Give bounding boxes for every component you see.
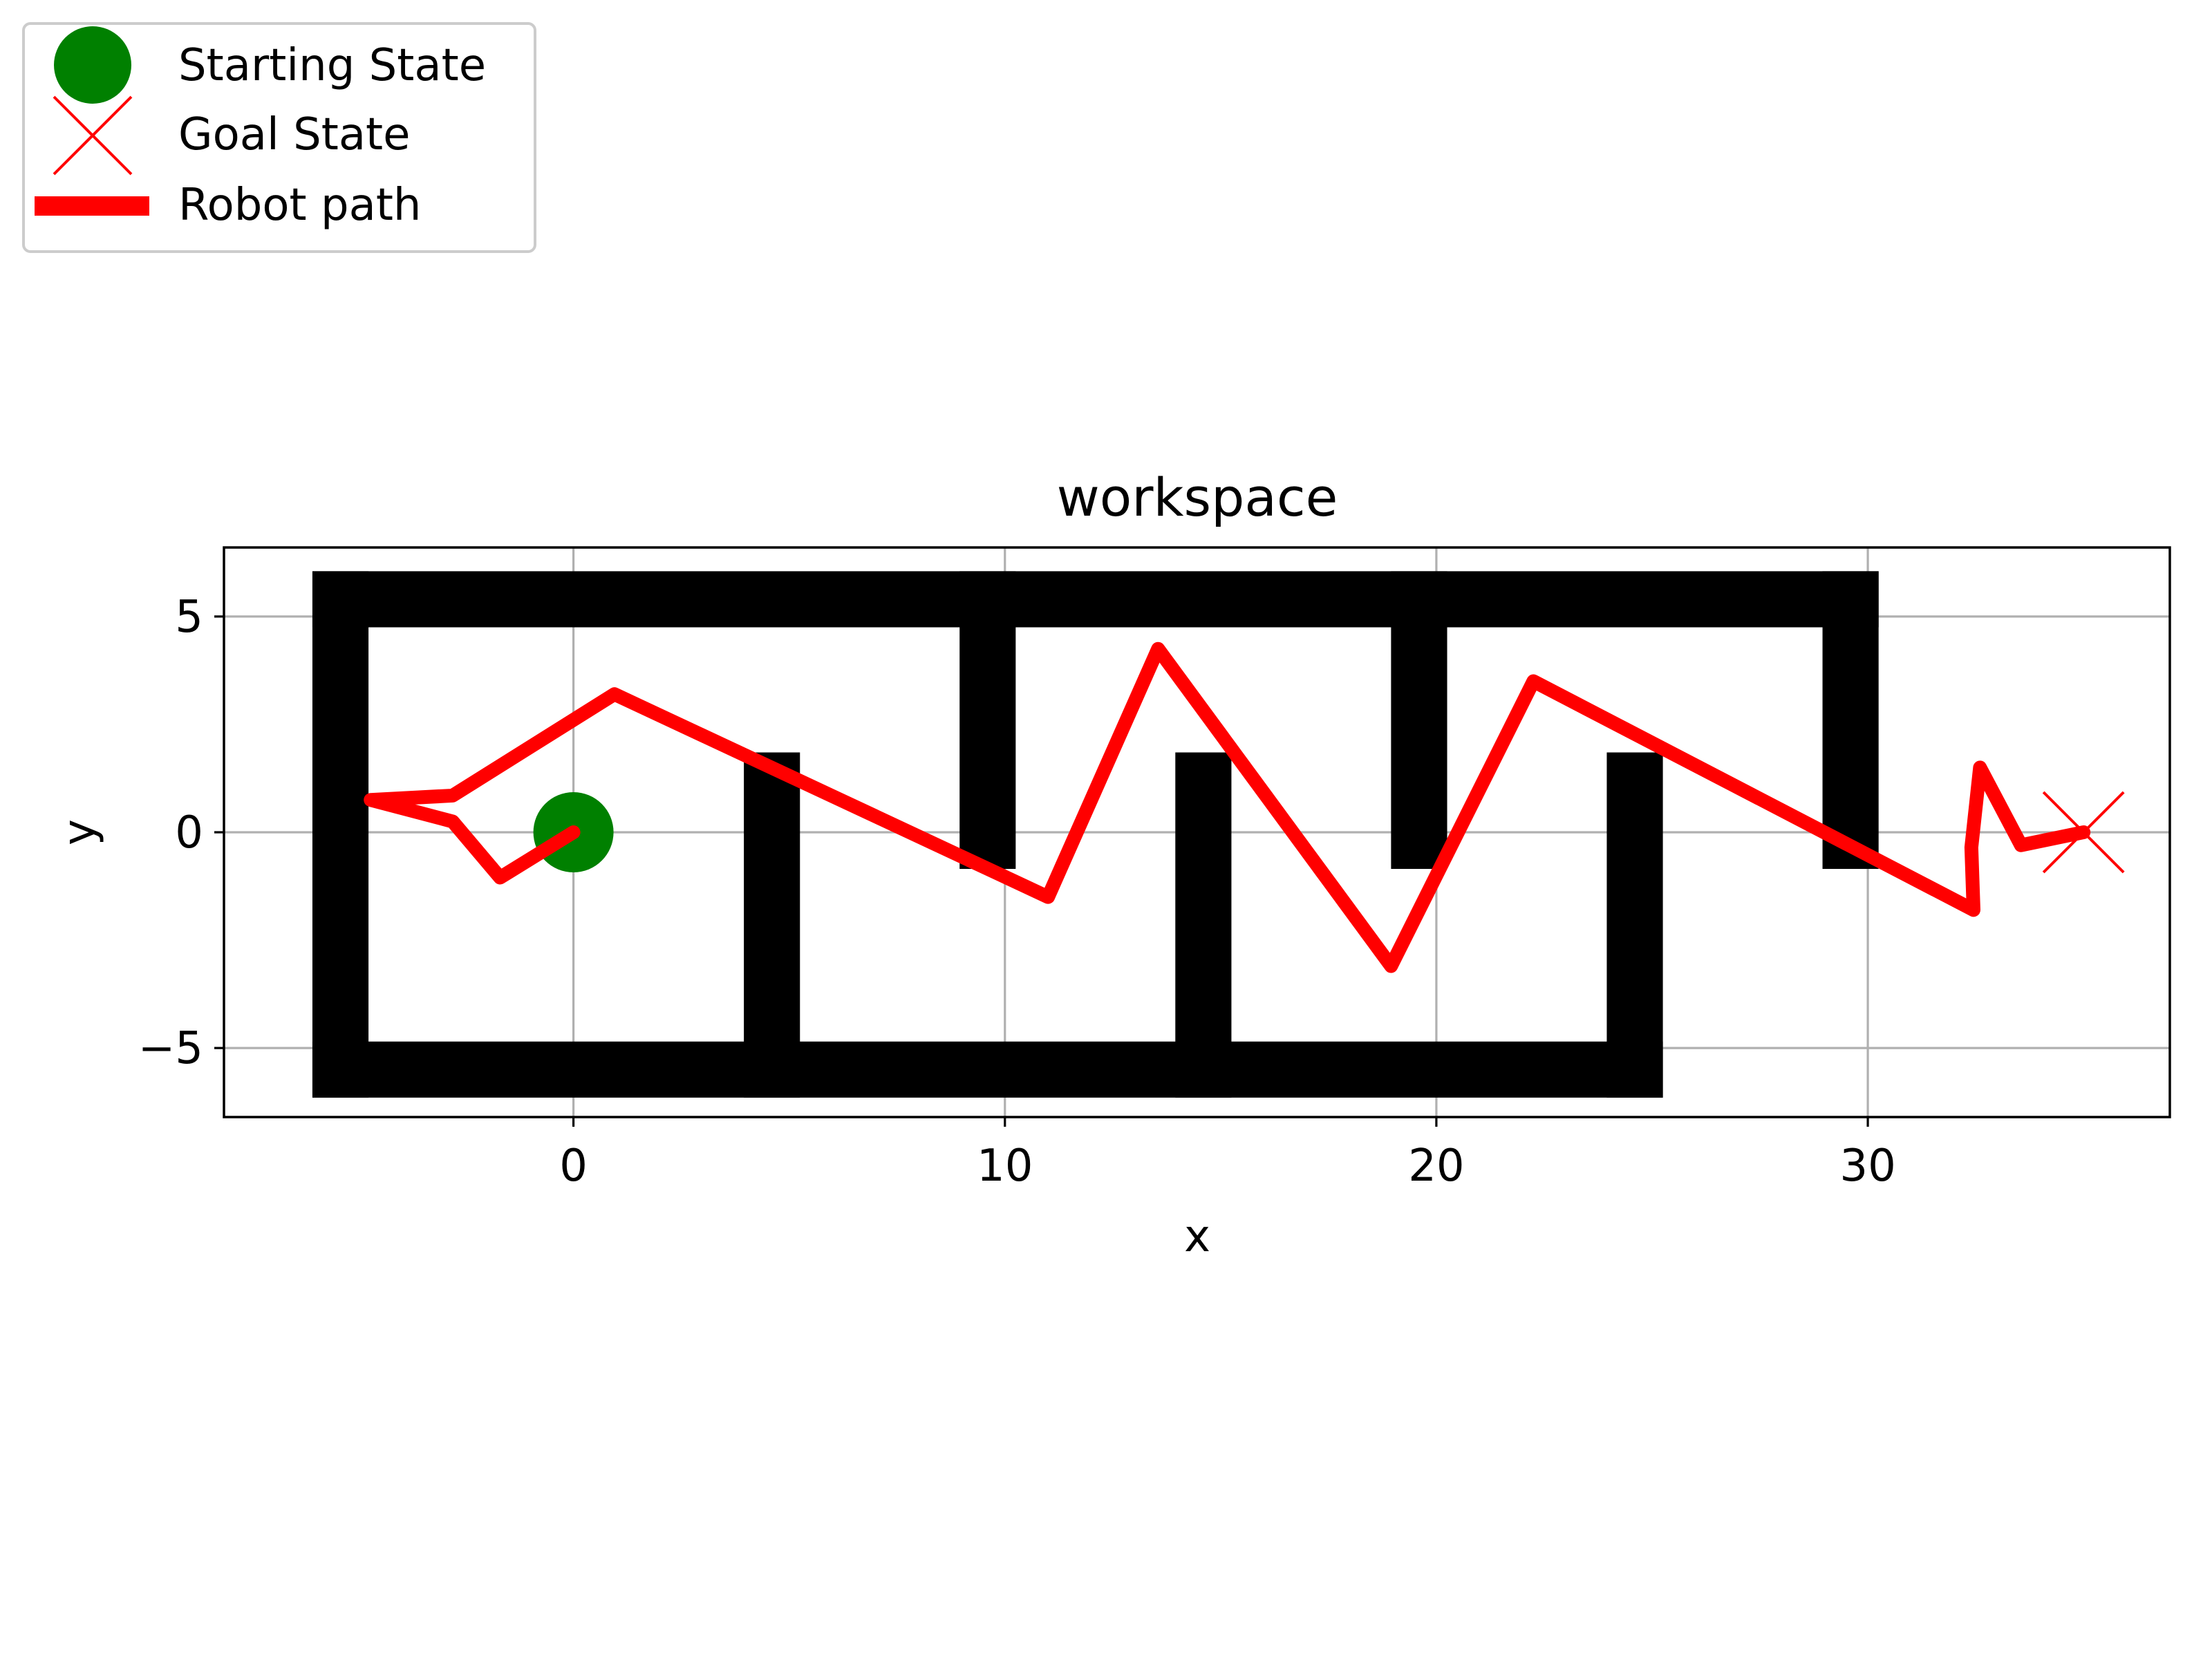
robot-path: [364, 641, 2091, 973]
x-tick-label: 30: [1839, 1141, 1895, 1192]
legend-frame: [22, 22, 536, 253]
legend-label-starting-state: Starting State: [178, 40, 486, 91]
legend: Starting State Goal State Robot path: [22, 22, 536, 253]
legend-start-circle-icon: [54, 26, 131, 104]
legend-goal-x-icon: [53, 95, 133, 176]
plot-area: [223, 546, 2171, 1118]
y-tick-label: −5: [138, 1023, 203, 1074]
legend-label-robot-path: Robot path: [178, 180, 421, 231]
axis-ticks: 0 10 20 30 −5 0 5: [138, 592, 1896, 1192]
x-tick-label: 10: [977, 1141, 1033, 1192]
robot-path-line: [364, 641, 2091, 973]
y-axis-label: y: [54, 819, 105, 845]
y-tick-label: 5: [175, 592, 203, 643]
x-tick-label: 0: [559, 1141, 588, 1192]
x-axis-label: x: [1184, 1211, 1210, 1262]
y-tick-label: 0: [175, 807, 203, 859]
chart-title: workspace: [1057, 467, 1338, 528]
x-tick-label: 20: [1408, 1141, 1464, 1192]
obstacles: [312, 571, 1879, 1098]
goal-state-marker-stroke: [2042, 791, 2125, 874]
state-markers: [2042, 791, 2125, 874]
legend-label-goal-state: Goal State: [178, 109, 411, 160]
